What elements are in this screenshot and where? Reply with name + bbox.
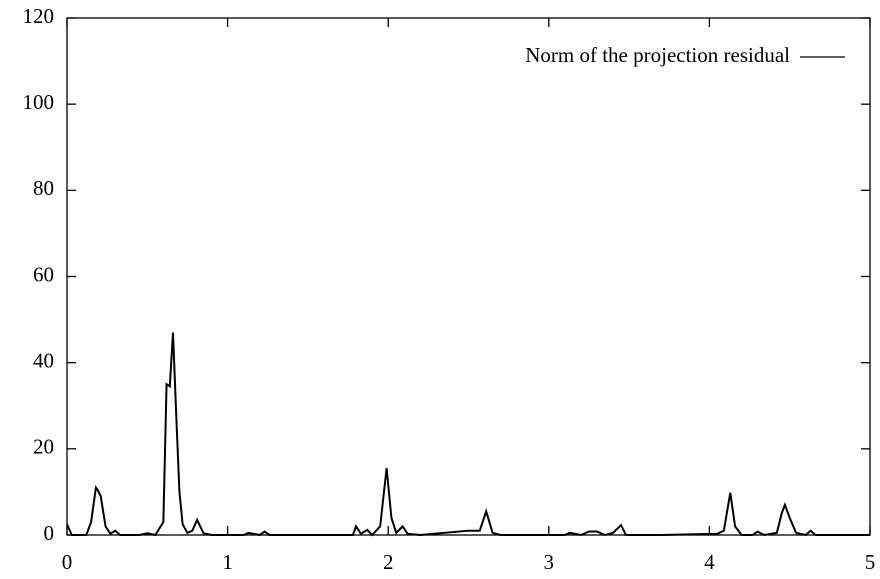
x-tick-label: 5 — [865, 550, 876, 574]
legend-label: Norm of the projection residual — [525, 43, 790, 67]
y-tick-label: 80 — [33, 176, 54, 200]
x-tick-label: 4 — [704, 550, 715, 574]
y-tick-label: 0 — [44, 521, 55, 545]
x-tick-label: 2 — [383, 550, 394, 574]
y-tick-label: 60 — [33, 262, 54, 286]
data-line — [66, 332, 870, 537]
plot-frame — [66, 17, 871, 536]
y-tick-label: 100 — [23, 90, 55, 114]
y-tick-label: 120 — [23, 4, 55, 28]
x-tick-label: 1 — [222, 550, 233, 574]
y-tick-label: 20 — [33, 435, 54, 459]
x-tick-label: 3 — [544, 550, 555, 574]
x-tick-label: 0 — [62, 550, 73, 574]
y-tick-label: 40 — [33, 348, 54, 372]
